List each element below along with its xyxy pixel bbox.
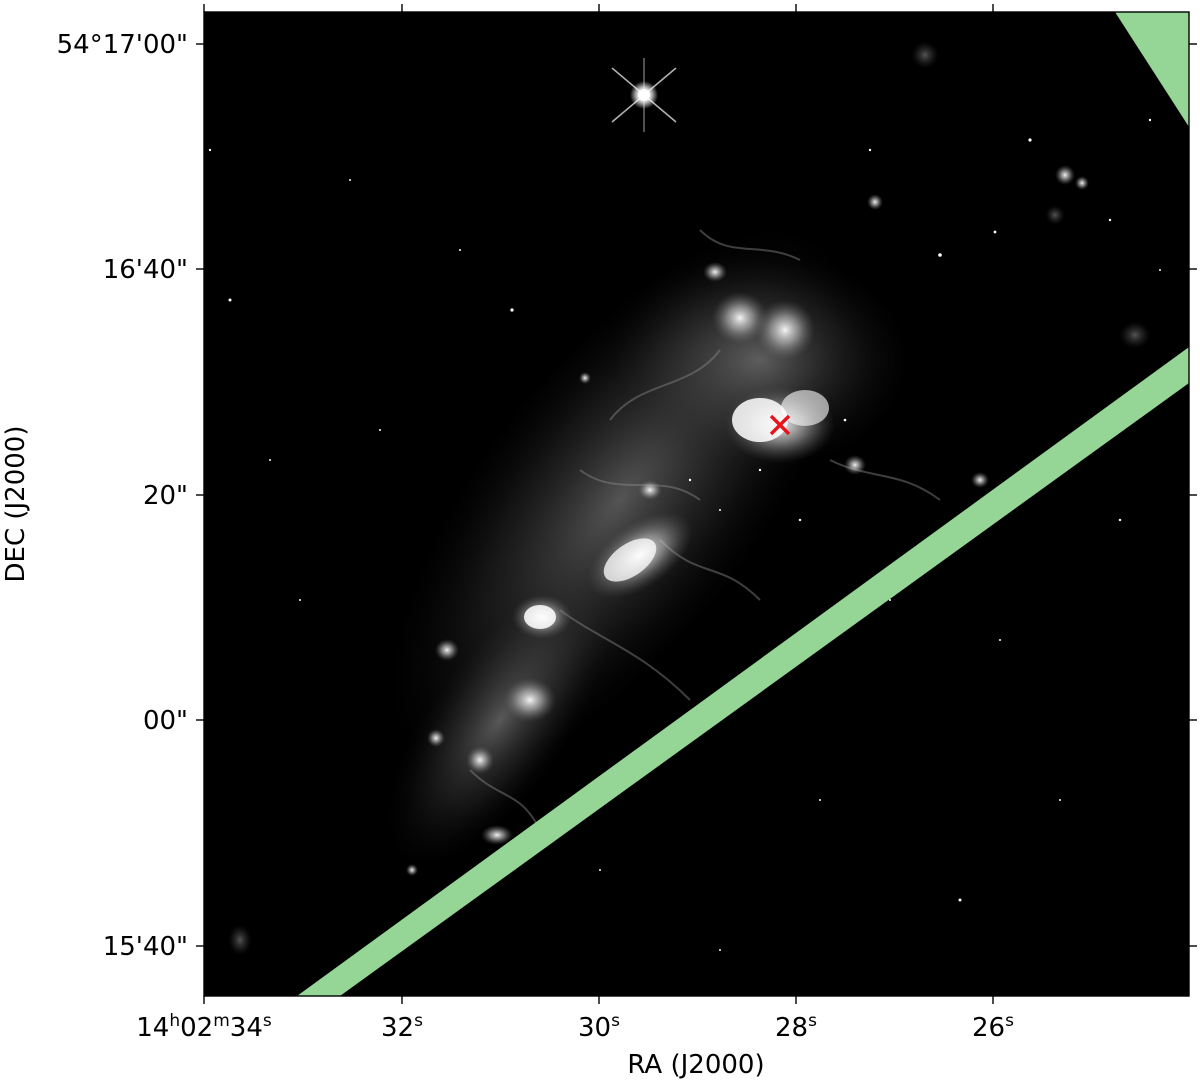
y-axis-title: DEC (J2000) [1, 426, 31, 583]
plot-frame [203, 11, 1190, 997]
x-tick-label: 30s [578, 1011, 620, 1043]
x-axis-title: RA (J2000) [627, 1050, 764, 1080]
x-tick-label: 14h02m34s [136, 1011, 272, 1043]
y-tick-label: 16'40" [103, 255, 188, 285]
axis-ticks [196, 4, 1197, 1004]
x-tick-label: 26s [972, 1011, 1014, 1043]
foreground-star [611, 58, 677, 132]
x-tick-labels: 14h02m34s 32s 30s 28s 26s [136, 1011, 1014, 1043]
x-tick-label: 28s [775, 1011, 817, 1043]
y-tick-label: 20" [143, 481, 188, 511]
galaxy-haze [610, 250, 910, 470]
slit-overlay [297, 347, 1189, 996]
x-tick-label: 32s [381, 1011, 423, 1043]
galaxy-haze [386, 575, 614, 865]
y-tick-label: 15'40" [103, 932, 188, 962]
target-marker: × [769, 414, 791, 436]
y-tick-label: 54°17'00" [57, 30, 188, 60]
galaxy-image: × [208, 12, 1189, 996]
y-tick-label: 00" [143, 706, 188, 736]
y-tick-labels: 54°17'00" 16'40" 20" 00" 15'40" [57, 30, 188, 962]
field-stars [208, 118, 1161, 951]
slit-overlay [1115, 12, 1189, 127]
